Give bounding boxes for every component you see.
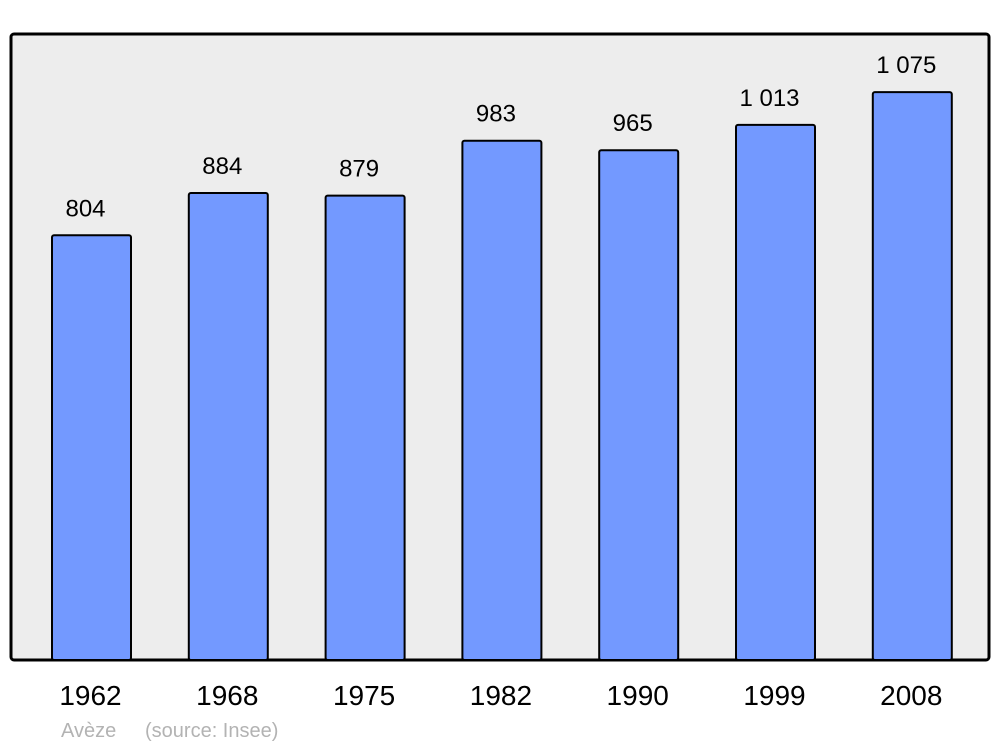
- bar-1962: [51, 234, 132, 662]
- x-tick-1968: 1968: [196, 680, 258, 711]
- x-tick-1982: 1982: [470, 680, 532, 711]
- bar-1999: [735, 123, 816, 662]
- x-tick-1962: 1962: [59, 680, 121, 711]
- data-label-2008: 1 075: [876, 52, 936, 79]
- data-label-1962: 804: [65, 195, 105, 222]
- bar-2008: [871, 91, 953, 662]
- x-tick-2008: 2008: [880, 680, 942, 711]
- data-label-1975: 879: [339, 156, 379, 183]
- bar-1982: [461, 139, 543, 661]
- bar-1975: [324, 194, 406, 661]
- x-tick-1975: 1975: [333, 680, 395, 711]
- data-label-1999: 1 013: [739, 85, 799, 112]
- footer-commune: Avèze: [61, 720, 116, 742]
- data-label-1990: 965: [613, 110, 653, 137]
- x-tick-1999: 1999: [743, 680, 805, 711]
- data-label-1968: 884: [202, 153, 242, 180]
- bar-1990: [598, 149, 680, 661]
- footer-source: (source: Insee): [145, 720, 278, 742]
- bar-1968: [187, 192, 269, 661]
- data-label-1982: 983: [476, 101, 516, 128]
- x-tick-1990: 1990: [607, 680, 669, 711]
